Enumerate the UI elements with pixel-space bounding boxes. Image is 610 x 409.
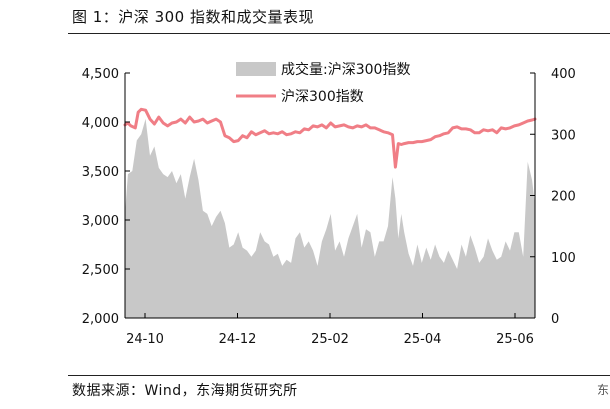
index-line [123,107,537,169]
source-note: 数据来源：Wind，东海期货研究所 [72,383,298,399]
legend-label-volume: 成交量:沪深300指数 [281,61,410,78]
left-tick-label: 3,000 [82,214,119,229]
left-tick-label: 4,000 [82,116,119,131]
figure-title: 图 1：沪深 300 指数和成交量表现 [72,8,314,26]
left-tick-label: 2,000 [82,312,119,327]
left-tick-label: 4,500 [82,67,119,82]
x-tick-label: 25-06 [496,332,534,347]
volume-area-layer [125,118,535,319]
edge-mark-text: 东 [597,383,610,397]
right-tick-label: 0 [551,312,559,327]
right-tick-label: 400 [551,67,576,82]
x-tick-label: 24-12 [219,332,257,347]
axes-layer: 2,000 2,500 3,000 3,500 4,000 4,500 0 100 200 300… [82,67,576,347]
x-tick-label: 24-10 [126,332,164,347]
bottom-rule [68,375,610,376]
left-tick-label: 2,500 [82,263,119,278]
legend-swatch-volume [236,62,276,76]
top-rule [68,33,610,34]
right-tick-label: 200 [551,190,576,205]
left-tick-label: 3,500 [82,165,119,180]
legend-label-index: 沪深300指数 [281,89,364,105]
index-line-layer [123,107,537,169]
x-tick-label: 25-04 [404,332,442,347]
x-tick-label: 25-02 [311,332,349,347]
volume-area [125,118,535,319]
right-tick-label: 300 [551,128,576,143]
right-tick-label: 100 [551,251,576,266]
